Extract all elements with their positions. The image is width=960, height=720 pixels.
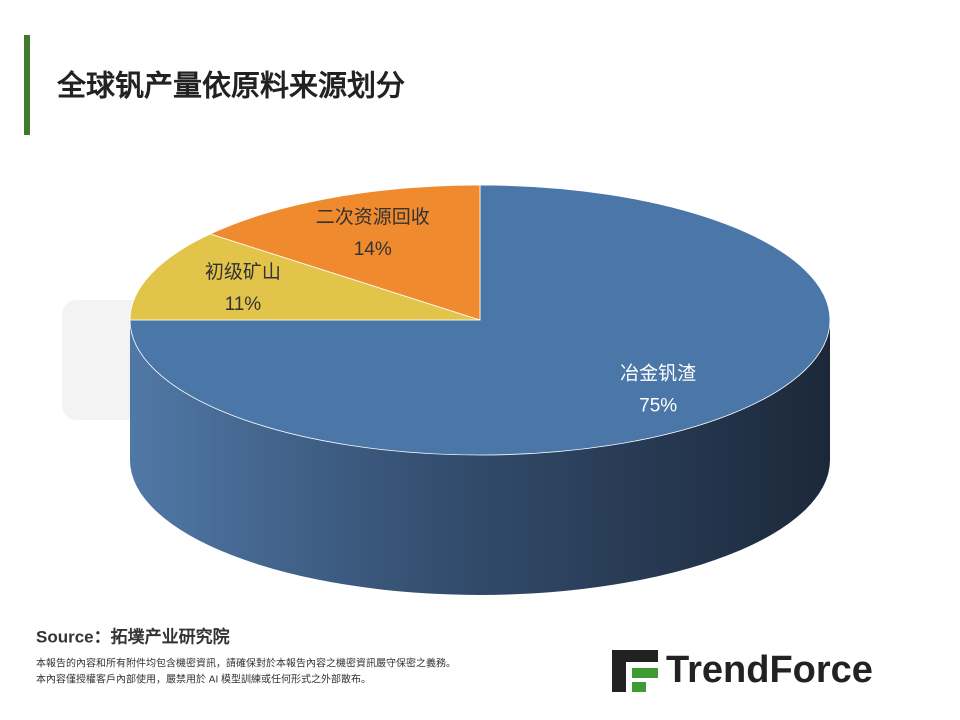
pie-slice [129,233,481,321]
logo-icon [612,650,658,692]
chart-title: 全球钒产量依原料来源划分 [56,69,405,103]
slice-label: 初级矿山 [205,261,281,283]
value-label: 75% [639,396,677,417]
pie-slice [209,184,481,321]
disclaimer: 本內容僅授權客戶內部使用，嚴禁用於 AI 模型訓練或任何形式之外部散布。 [36,673,371,686]
slice-label: 冶金钒渣 [620,363,696,385]
pie: 冶金钒渣 75% 初级矿山 11% 二次资源回收 14% [129,184,831,595]
logo-text: TrendForce [666,649,873,691]
source: Source：拓墣产业研究院 [36,626,230,646]
title-accent [24,35,30,135]
logo-bar [632,668,658,678]
pie-slice [129,184,831,456]
value-label: 14% [354,239,392,260]
slice-label: 二次资源回收 [316,206,430,228]
value-label: 11% [225,294,262,315]
disclaimer: 本報告的內容和所有附件均包含機密資訊，請確保對於本報告內容之機密資訊嚴守保密之義… [36,657,456,670]
pie-slice-side [130,320,830,595]
logo-bar [632,682,646,692]
logo-bar [612,650,626,692]
